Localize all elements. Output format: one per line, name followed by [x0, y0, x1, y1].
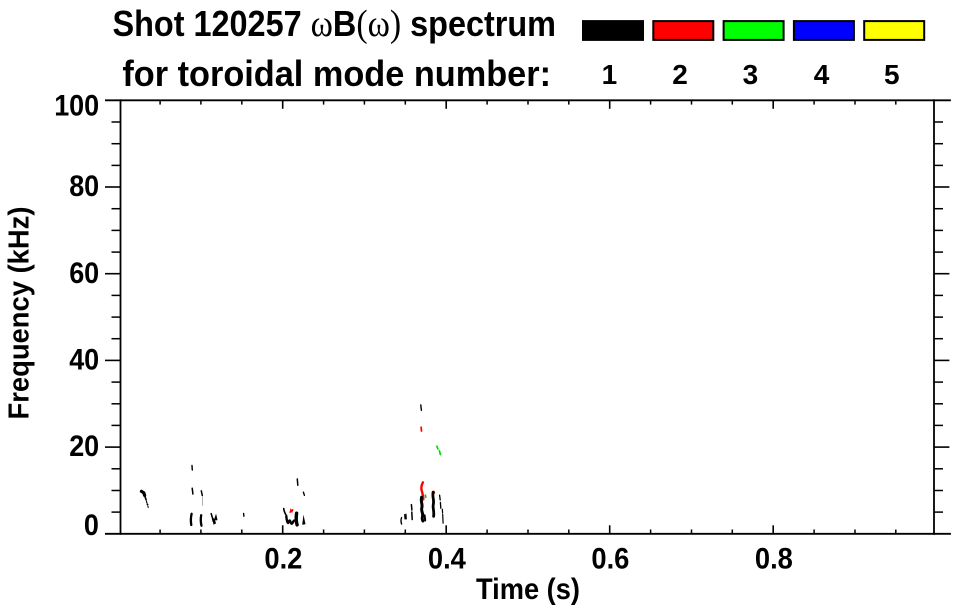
svg-text:0.8: 0.8 [755, 542, 793, 575]
svg-text:100: 100 [54, 90, 99, 123]
svg-text:0.6: 0.6 [591, 542, 629, 575]
svg-text:for toroidal mode number:: for toroidal mode number: [122, 53, 551, 94]
svg-text:5: 5 [884, 59, 900, 90]
svg-text:Shot 120257 ωB(ω) spectrum: Shot 120257 ωB(ω) spectrum [113, 3, 557, 45]
svg-text:40: 40 [69, 344, 99, 377]
svg-text:3: 3 [743, 59, 759, 90]
svg-text:2: 2 [672, 59, 688, 90]
svg-text:80: 80 [69, 170, 99, 203]
svg-text:4: 4 [814, 59, 830, 90]
svg-text:0.2: 0.2 [264, 542, 302, 575]
svg-text:Time (s): Time (s) [476, 573, 580, 606]
svg-text:Frequency (kHz): Frequency (kHz) [4, 207, 36, 420]
svg-text:20: 20 [69, 430, 99, 463]
svg-text:0.4: 0.4 [428, 542, 466, 575]
svg-text:0: 0 [84, 509, 99, 542]
svg-text:60: 60 [69, 257, 99, 290]
svg-text:1: 1 [602, 59, 618, 90]
